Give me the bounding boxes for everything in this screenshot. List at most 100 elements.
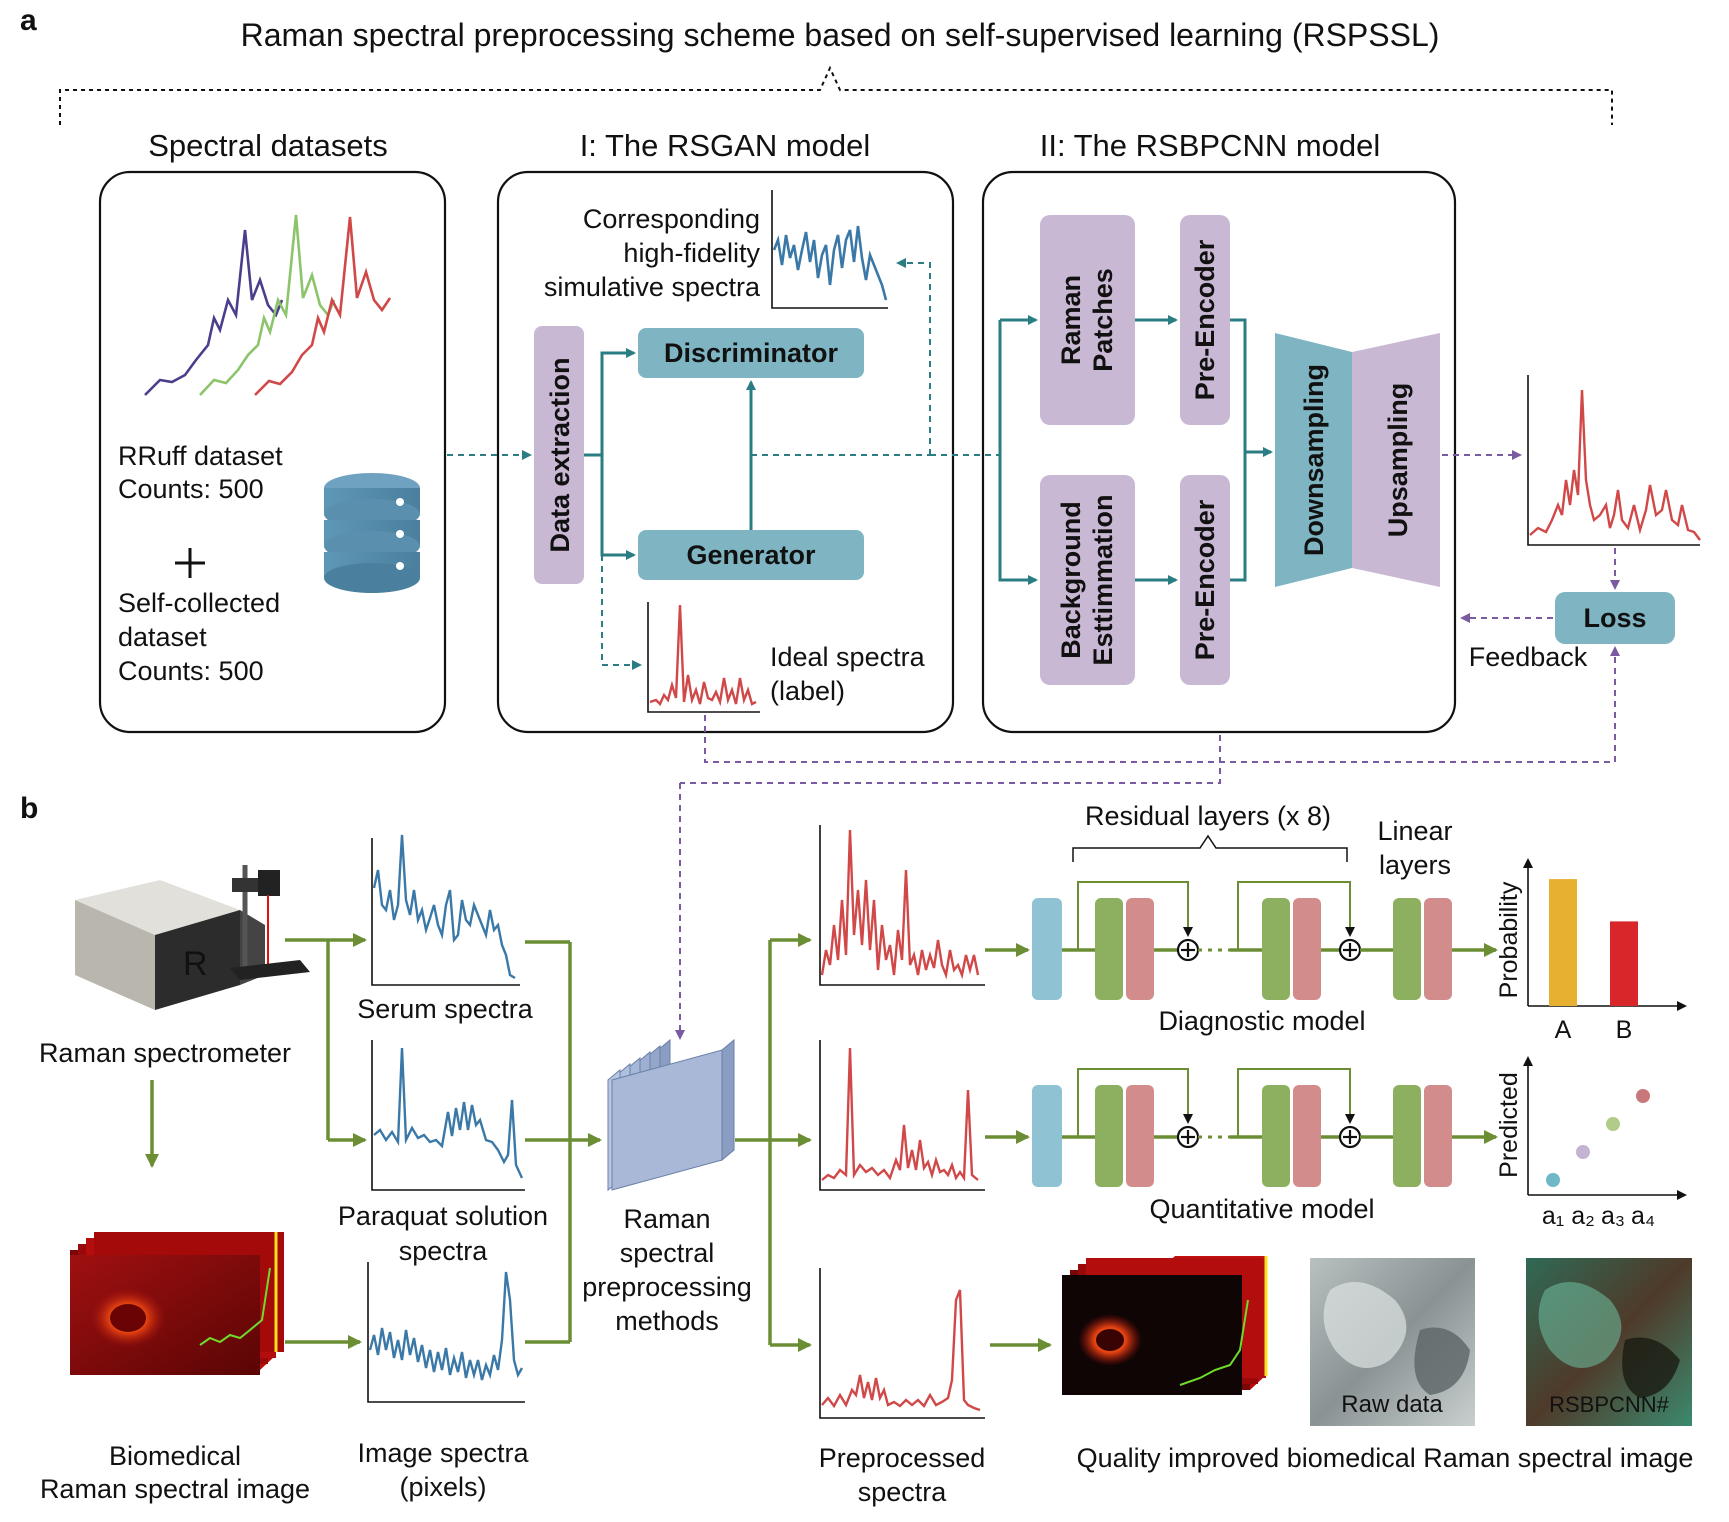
spectra-to-methods-arrows [525,940,602,1344]
background-label-1: Background [1056,501,1086,659]
self-collected-dataset: dataset [118,622,207,652]
output-spectrum-plot [1527,375,1701,546]
residual-sum-icon [1338,938,1362,962]
raw-data-label: Raw data [1341,1391,1443,1418]
rsgan-arrows [584,258,931,670]
linear-layers-label-2: layers [1379,850,1451,880]
discriminator-box [638,328,864,378]
serum-label: Serum spectra [357,994,534,1024]
predicted-scatter-chart: Predicted [1495,1056,1687,1200]
self-collected-label: Self-collected [118,588,280,618]
data-extraction-box [534,326,584,584]
predicted-axis-label: Predicted [1495,1072,1523,1178]
high-fidelity-label: high-fidelity [623,238,760,268]
generator-label: Generator [686,540,816,570]
generator-box [638,530,864,580]
tick-a2: a₂ [1571,1202,1595,1230]
upsampling-block [1352,333,1440,587]
improved-cube-icon [1062,1256,1268,1395]
pre-encoder-bottom-label: Pre-Encoder [1190,499,1220,660]
tick-a3: a₃ [1601,1202,1625,1230]
pre-encoder-bottom-box [1180,475,1230,685]
spectrometer-logo: R [183,945,208,983]
diagnostic-model-label: Diagnostic model [1158,1006,1365,1036]
corresponding-label: Corresponding [583,204,760,234]
preprocessed-spectrum-2 [819,1040,985,1191]
quality-improved-label: Quality improved biomedical Raman spectr… [1077,1443,1694,1473]
data-extraction-label: Data extraction [545,357,575,552]
pre-encoder-top-box [1180,215,1230,425]
loss-box [1555,592,1675,644]
paraquat-spectrum-plot [371,1040,525,1191]
image-spectrum-plot [367,1262,525,1403]
methods-label-4: methods [615,1306,719,1336]
rsgan-header: I: The RSGAN model [580,128,871,163]
dataset-spectra-icon [144,214,392,396]
simulative-spectrum-plot [771,190,888,309]
residual-layers-label: Residual layers (x 8) [1085,801,1331,831]
raman-patches-label-1: Raman [1056,275,1086,365]
image-spectra-label-2: (pixels) [399,1472,486,1502]
preprocessed-label-2: spectra [858,1477,948,1507]
preprocessed-spectrum-3 [819,1268,985,1419]
upsampling-label: Upsampling [1383,383,1413,538]
paraquat-label-1: Paraquat solution [338,1201,548,1231]
panel-b-label: b [20,792,38,825]
spectrometer-icon: R [75,865,310,1010]
probability-bar-chart: Probability [1495,858,1687,1011]
scatter-point-1 [1546,1173,1560,1187]
raman-patches-box [1040,215,1135,425]
quantitative-model-label: Quantitative model [1149,1194,1374,1224]
bar-a [1549,879,1577,1006]
tick-a4: a₄ [1631,1202,1655,1230]
rsbpcnn-arrows [930,315,1273,585]
pre-encoder-top-label: Pre-Encoder [1190,239,1220,400]
biomedical-label-1: Biomedical [109,1441,241,1471]
residual-brace [1072,834,1348,862]
probability-axis-label: Probability [1495,881,1523,998]
serum-spectrum-plot [371,834,520,986]
bar-category-b: B [1616,1016,1633,1044]
background-label-2: Esttimmation [1088,494,1118,665]
preprocessed-label-1: Preprocessed [819,1443,986,1473]
panel-a-label: a [20,4,37,37]
background-estimation-box [1040,475,1135,685]
feature-maps-icon [607,1038,735,1192]
scatter-point-2 [1576,1145,1590,1159]
image-spectra-label-1: Image spectra [357,1438,529,1468]
self-collected-counts: Counts: 500 [118,656,264,686]
rsgan-panel [496,170,955,734]
methods-label-2: spectral [620,1238,715,1268]
rruff-counts: Counts: 500 [118,474,264,504]
diagnostic-network [985,881,1498,1000]
residual-sum-icon [1176,938,1200,962]
preprocessed-spectrum-1 [819,825,985,986]
simulative-spectra-label: simulative spectra [544,272,761,302]
spectra-input-arrows [285,933,367,1349]
downsampling-label: Downsampling [1299,364,1329,556]
rsbpcnn-result-image: RSBPCNN# [1526,1258,1692,1426]
feedback-label: Feedback [1469,642,1588,672]
methods-label-3: preprocessing [582,1272,752,1302]
paraquat-label-2: spectra [399,1236,489,1266]
plus-icon [175,548,205,578]
ideal-spectrum-plot [647,602,760,713]
loss-label: Loss [1583,603,1646,633]
scatter-point-3 [1606,1117,1620,1131]
rsbpcnn-header: II: The RSBPCNN model [1040,128,1381,163]
raman-patches-label-2: Patches [1088,268,1118,372]
figure-title: Raman spectral preprocessing scheme base… [241,17,1440,53]
title-brace [59,65,1613,125]
database-icon [324,473,420,593]
quantitative-network [985,1068,1498,1187]
residual-sum-icon [1338,1125,1362,1149]
residual-sum-icon [1176,1125,1200,1149]
label-caption: (label) [770,676,845,706]
scatter-point-4 [1636,1089,1650,1103]
linear-layers-label-1: Linear [1377,816,1452,846]
methods-label-1: Raman [623,1204,710,1234]
bar-b [1610,921,1638,1006]
discriminator-label: Discriminator [664,338,839,368]
